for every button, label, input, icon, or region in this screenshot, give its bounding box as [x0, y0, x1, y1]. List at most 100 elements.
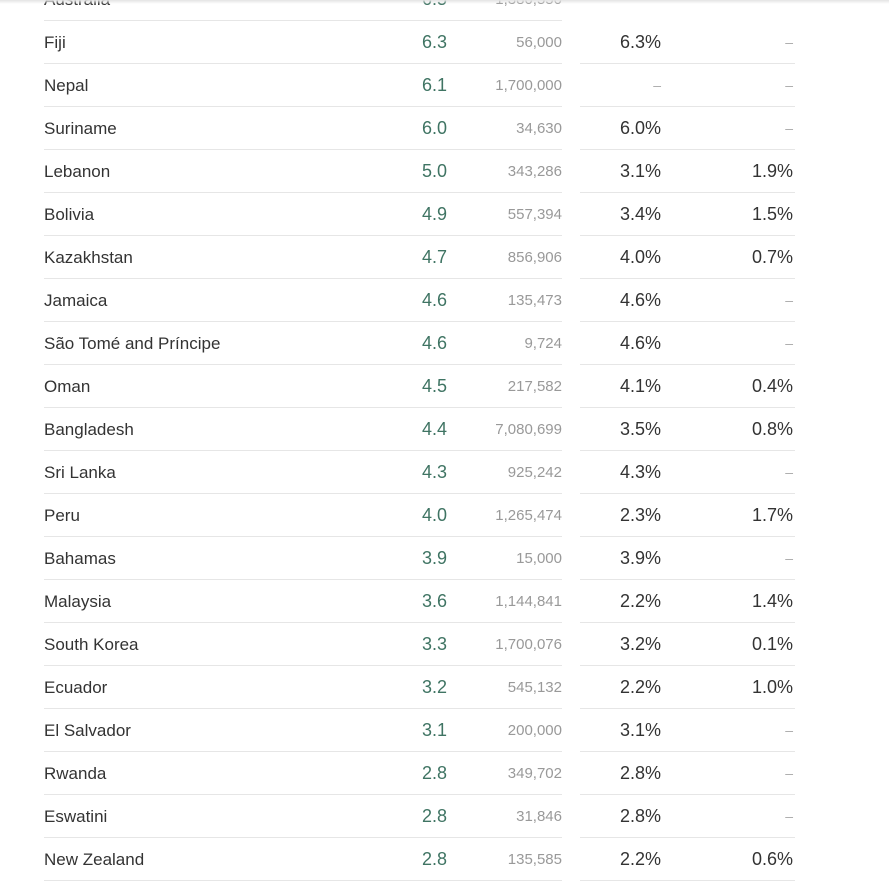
second-dose-pct: 0.8% — [751, 419, 793, 439]
doses-value: 856,906 — [507, 249, 562, 266]
doses-value: 1,265,474 — [495, 507, 562, 524]
row-divider — [44, 536, 562, 537]
row-divider — [44, 837, 562, 838]
doses-value: 56,000 — [516, 34, 562, 51]
second-dose-pct: 1.7% — [751, 505, 793, 525]
first-dose-pct: 6.3% — [619, 32, 661, 52]
first-dose-pct: 4.3% — [619, 462, 661, 482]
country-name: Eswatini — [44, 807, 108, 826]
row-divider — [580, 708, 795, 709]
row-divider — [580, 149, 795, 150]
row-divider — [580, 794, 795, 795]
second-dose-pct: – — [785, 765, 793, 781]
doses-value: 1,380,550 — [495, 0, 562, 21]
row-divider — [580, 665, 795, 666]
doses-value: 1,700,000 — [495, 77, 562, 94]
table-row: Malaysia 3.6 1,144,841 2.2% 1.4% — [0, 580, 889, 623]
second-dose-pct: – — [785, 550, 793, 566]
doses-value: 34,630 — [516, 120, 562, 137]
row-divider — [44, 20, 562, 21]
table-row: Australia 6.5 1,380,550 — [0, 0, 889, 21]
first-dose-pct: 2.8% — [619, 806, 661, 826]
country-name: El Salvador — [44, 721, 131, 740]
row-divider — [580, 450, 795, 451]
row-divider — [44, 149, 562, 150]
second-dose-pct: 1.9% — [751, 161, 793, 181]
country-name: Australia — [44, 0, 110, 21]
doses-value: 1,144,841 — [495, 593, 562, 610]
country-name: Kazakhstan — [44, 248, 133, 267]
row-divider — [580, 321, 795, 322]
doses-value: 9,724 — [524, 335, 562, 352]
score-value: 4.7 — [421, 247, 447, 267]
first-dose-pct: 3.2% — [619, 634, 661, 654]
score-value: 4.4 — [421, 419, 447, 439]
table-row: Jamaica 4.6 135,473 4.6% – — [0, 279, 889, 322]
score-value: 4.9 — [421, 204, 447, 224]
second-dose-pct: 1.5% — [751, 204, 793, 224]
score-value: 2.8 — [421, 806, 447, 826]
first-dose-pct: 2.2% — [619, 591, 661, 611]
doses-value: 31,846 — [516, 808, 562, 825]
first-dose-pct: 6.0% — [619, 118, 661, 138]
row-divider — [44, 407, 562, 408]
row-divider — [44, 106, 562, 107]
row-divider — [44, 579, 562, 580]
score-value: 3.3 — [421, 634, 447, 654]
table-row: Kazakhstan 4.7 856,906 4.0% 0.7% — [0, 236, 889, 279]
score-value: 2.8 — [421, 763, 447, 783]
row-divider — [580, 235, 795, 236]
first-dose-pct: 4.6% — [619, 333, 661, 353]
country-name: Oman — [44, 377, 91, 396]
row-divider — [580, 63, 795, 64]
row-divider — [44, 192, 562, 193]
country-name: Sri Lanka — [44, 463, 116, 482]
country-name: New Zealand — [44, 850, 145, 869]
country-name: Rwanda — [44, 764, 107, 783]
first-dose-pct: 3.4% — [619, 204, 661, 224]
country-name: Peru — [44, 506, 80, 525]
doses-value: 135,585 — [507, 851, 562, 868]
table-row: Fiji 6.3 56,000 6.3% – — [0, 21, 889, 64]
score-value: 3.9 — [421, 548, 447, 568]
score-value: 4.0 — [421, 505, 447, 525]
doses-value: 200,000 — [507, 722, 562, 739]
table-row: Bangladesh 4.4 7,080,699 3.5% 0.8% — [0, 408, 889, 451]
country-name: Jamaica — [44, 291, 108, 310]
row-divider — [44, 450, 562, 451]
row-divider — [44, 708, 562, 709]
doses-value: 7,080,699 — [495, 421, 562, 438]
first-dose-pct: 3.1% — [619, 161, 661, 181]
row-divider — [580, 751, 795, 752]
table-row: El Salvador 3.1 200,000 3.1% – — [0, 709, 889, 752]
score-value: 6.1 — [421, 75, 447, 95]
table-row: Eswatini 2.8 31,846 2.8% – — [0, 795, 889, 838]
score-value: 3.6 — [421, 591, 447, 611]
row-divider — [44, 493, 562, 494]
table-row: Bahamas 3.9 15,000 3.9% – — [0, 537, 889, 580]
country-name: Bangladesh — [44, 420, 134, 439]
score-value: 6.0 — [421, 118, 447, 138]
second-dose-pct: 0.7% — [751, 247, 793, 267]
second-dose-pct: – — [785, 120, 793, 136]
row-divider — [44, 880, 562, 881]
table-row: Rwanda 2.8 349,702 2.8% – — [0, 752, 889, 795]
doses-value: 545,132 — [507, 679, 562, 696]
row-divider — [580, 536, 795, 537]
score-value: 3.2 — [421, 677, 447, 697]
row-divider — [44, 321, 562, 322]
doses-value: 925,242 — [507, 464, 562, 481]
second-dose-pct: – — [785, 77, 793, 93]
row-divider — [580, 278, 795, 279]
row-divider — [580, 364, 795, 365]
country-name: Ecuador — [44, 678, 108, 697]
second-dose-pct: 0.6% — [751, 849, 793, 869]
second-dose-pct: – — [785, 464, 793, 480]
table-row: São Tomé and Príncipe 4.6 9,724 4.6% – — [0, 322, 889, 365]
country-name: South Korea — [44, 635, 139, 654]
row-divider — [44, 278, 562, 279]
first-dose-pct: 2.2% — [619, 849, 661, 869]
second-dose-pct: – — [785, 292, 793, 308]
row-divider — [580, 407, 795, 408]
country-name: Bolivia — [44, 205, 95, 224]
